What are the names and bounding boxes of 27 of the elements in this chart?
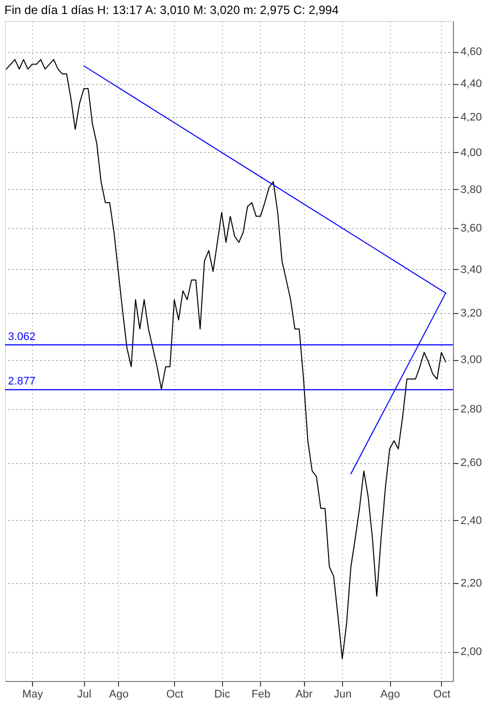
- y-tick-label: 2,60: [460, 457, 482, 470]
- y-tick-label: 4,20: [460, 112, 482, 124]
- y-tick-label: 2,00: [460, 646, 482, 658]
- y-tick-label: 3,00: [460, 354, 482, 366]
- y-tick-label: 2,20: [460, 577, 482, 590]
- x-tick-label: Dic: [214, 688, 231, 700]
- x-tick-label: Oct: [433, 688, 450, 700]
- y-tick-label: 2,80: [460, 404, 482, 416]
- x-tick-label: Abr: [295, 688, 313, 700]
- ref-line-label: 3.062: [8, 330, 36, 343]
- y-tick-label: 2,40: [460, 514, 482, 527]
- y-tick-label: 4,60: [460, 46, 482, 58]
- x-tick-label: Ago: [109, 688, 129, 700]
- x-tick-label: Feb: [251, 688, 270, 700]
- chart-title: Fin de día 1 días H: 13:17 A: 3,010 M: 3,020 m: 2,975 C: 2,994: [4, 3, 339, 17]
- y-tick-label: 3,60: [460, 222, 482, 235]
- ref-line-label: 2.877: [8, 376, 36, 388]
- x-tick-label: Ago: [380, 688, 400, 700]
- x-tick-label: May: [22, 688, 44, 700]
- y-tick-label: 3,80: [460, 184, 482, 196]
- y-tick-label: 4,00: [460, 146, 482, 159]
- x-tick-label: Jul: [77, 688, 92, 700]
- y-tick-label: 3,40: [460, 264, 482, 276]
- y-tick-label: 4,40: [460, 78, 482, 90]
- x-tick-label: Oct: [166, 688, 184, 700]
- y-tick-label: 3,20: [460, 308, 482, 320]
- x-tick-label: Jun: [334, 688, 352, 700]
